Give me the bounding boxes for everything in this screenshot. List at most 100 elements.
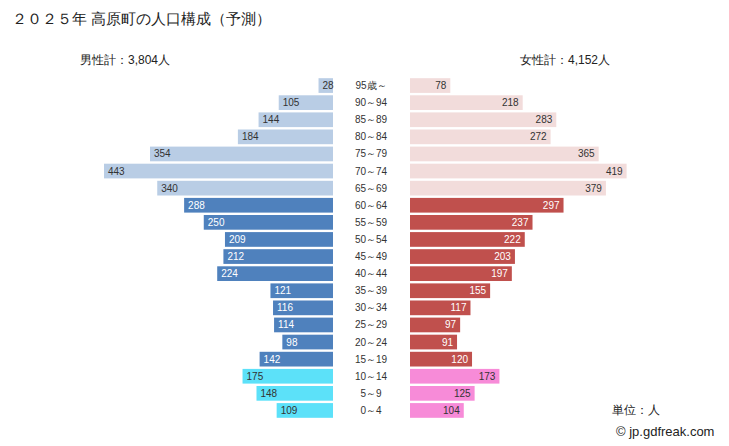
title: ２０２５年 高原町の人口構成（予測） (12, 10, 271, 27)
data-label: 224 (221, 268, 238, 279)
bar (410, 369, 499, 384)
data-label: 212 (227, 251, 244, 262)
tick-label: 70～74 (355, 166, 388, 177)
tick-label: 30～34 (355, 302, 388, 313)
bar (410, 386, 475, 401)
tick-label: 5～9 (360, 388, 382, 399)
data-label: 116 (277, 302, 293, 313)
category-labels: 95歳～ 90～94 85～89 80～84 75～79 70～74 65～69 60～64 5… (355, 80, 388, 416)
annotation: 単位：人 (612, 403, 660, 417)
data-label: 250 (208, 217, 225, 228)
data-label: 184 (242, 131, 259, 142)
bar (259, 112, 333, 127)
chart: ２０２５年 高原町の人口構成（予測） 男性計：3,804人 女性計：4,152人 28… (0, 0, 729, 446)
bar (184, 198, 333, 213)
data-label: 109 (281, 405, 298, 416)
bar (410, 335, 457, 350)
bars (104, 78, 627, 418)
data-label: 120 (451, 354, 468, 365)
tick-label: 80～84 (355, 131, 388, 142)
bar (410, 266, 512, 281)
tick-label: 60～64 (355, 200, 388, 211)
data-label: 91 (442, 337, 454, 348)
bar (410, 215, 533, 230)
data-label: 379 (585, 183, 602, 194)
data-label: 144 (263, 114, 280, 125)
data-label: 114 (278, 319, 294, 330)
data-label: 443 (108, 166, 125, 177)
tick-label: 15～19 (355, 354, 388, 365)
bar (279, 95, 333, 110)
tick-label: 25～29 (355, 319, 388, 330)
bar (410, 181, 606, 196)
bar (223, 249, 333, 264)
data-label: 218 (502, 97, 519, 108)
tick-label: 0～4 (360, 405, 382, 416)
data-label: 125 (454, 388, 471, 399)
bar (410, 198, 564, 213)
data-label: 142 (264, 354, 281, 365)
tick-label: 90～94 (355, 97, 388, 108)
bar (277, 403, 333, 418)
tick-label: 65～69 (355, 183, 388, 194)
data-label: 98 (286, 337, 298, 348)
bar (410, 78, 450, 93)
bar (410, 232, 525, 247)
data-label: 97 (445, 319, 457, 330)
annotation: © jp.gdfreak.com (616, 424, 714, 439)
data-labels: 2810514418435444334028825020921222412111… (108, 80, 623, 416)
tick-label: 10～14 (355, 371, 388, 382)
data-label: 121 (274, 285, 291, 296)
bar (410, 112, 556, 127)
tick-label: 50～54 (355, 234, 388, 245)
tick-label: 20～24 (355, 337, 388, 348)
bar (270, 283, 333, 298)
bar (157, 181, 333, 196)
data-label: 104 (443, 405, 460, 416)
data-label: 288 (188, 200, 205, 211)
bar (225, 232, 333, 247)
data-label: 105 (283, 97, 300, 108)
bar (273, 300, 333, 315)
bar (410, 300, 470, 315)
series-total: 女性計：4,152人 (520, 53, 610, 67)
bar (256, 386, 333, 401)
data-label: 222 (504, 234, 521, 245)
tick-label: 35～39 (355, 285, 388, 296)
bar (243, 369, 333, 384)
data-label: 354 (154, 148, 171, 159)
bar (410, 147, 599, 162)
tick-label: 75～79 (355, 148, 388, 159)
bar (104, 164, 333, 179)
bar (260, 352, 333, 367)
bar (410, 129, 551, 144)
data-label: 197 (491, 268, 508, 279)
bar (238, 129, 333, 144)
bar (282, 335, 333, 350)
bar (410, 318, 460, 333)
bar (410, 164, 627, 179)
tick-label: 55～59 (355, 217, 388, 228)
tick-label: 45～49 (355, 251, 388, 262)
data-label: 340 (161, 183, 178, 194)
data-label: 203 (494, 251, 511, 262)
data-label: 272 (530, 131, 547, 142)
bar (274, 318, 333, 333)
series-total: 男性計：3,804人 (80, 53, 170, 67)
data-label: 175 (247, 371, 264, 382)
data-label: 237 (512, 217, 529, 228)
data-label: 365 (578, 148, 595, 159)
data-label: 283 (536, 114, 553, 125)
data-label: 419 (606, 166, 623, 177)
bar (410, 283, 490, 298)
tick-label: 40～44 (355, 268, 388, 279)
data-label: 297 (543, 200, 560, 211)
bar (150, 147, 333, 162)
bar (410, 403, 464, 418)
data-label: 155 (469, 285, 486, 296)
tick-label: 95歳～ (355, 80, 386, 91)
data-label: 78 (435, 80, 447, 91)
data-label: 173 (479, 371, 496, 382)
tick-label: 85～89 (355, 114, 388, 125)
bar (410, 95, 523, 110)
